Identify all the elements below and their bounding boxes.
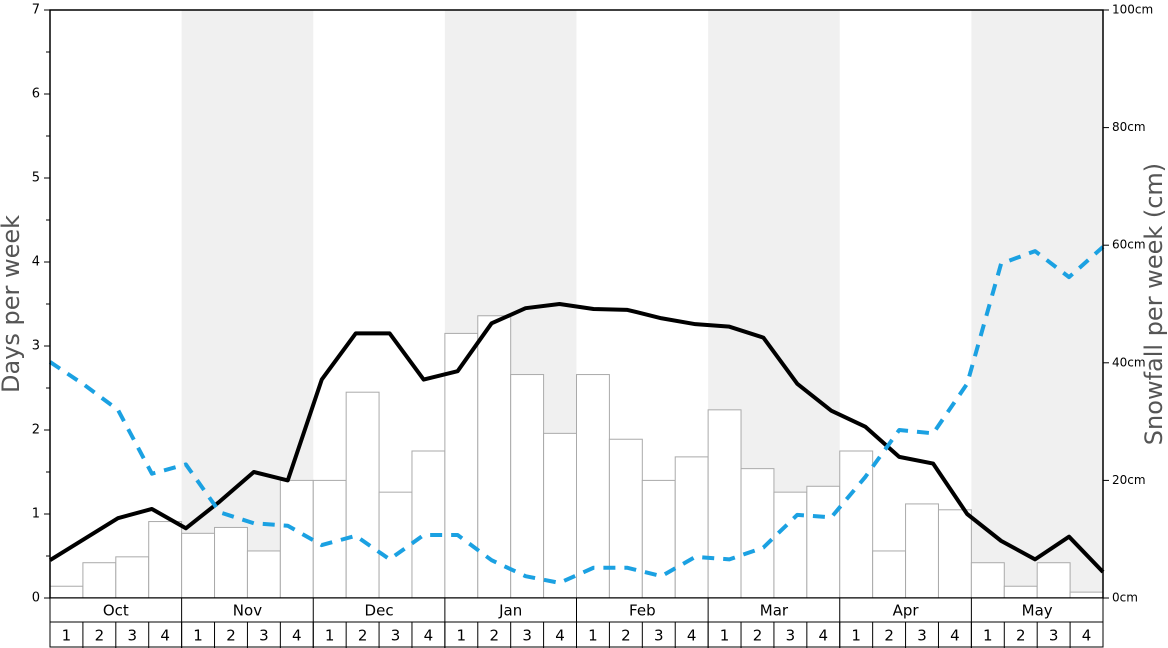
x-tick-label: 1 bbox=[588, 627, 598, 645]
y2-tick-label: 100cm bbox=[1112, 3, 1153, 17]
bar bbox=[378, 491, 413, 599]
y2-tick-label: 60cm bbox=[1112, 238, 1146, 252]
x-tick-label: 2 bbox=[358, 627, 368, 645]
line-series bbox=[48, 245, 1105, 585]
bar bbox=[411, 450, 446, 599]
x-tick-label: 3 bbox=[127, 627, 137, 645]
month-label: Mar bbox=[760, 602, 789, 620]
x-tick-label: 1 bbox=[983, 627, 993, 645]
x-tick-label: 2 bbox=[621, 627, 631, 645]
bar bbox=[970, 562, 1005, 599]
month-shade bbox=[971, 10, 1103, 598]
month-label: Oct bbox=[103, 602, 129, 620]
bar bbox=[181, 532, 216, 599]
x-tick-label: 4 bbox=[819, 627, 829, 645]
month-label: Dec bbox=[365, 602, 394, 620]
y-tick-label: 5 bbox=[32, 171, 40, 186]
x-tick-label: 4 bbox=[687, 627, 697, 645]
bar bbox=[674, 456, 709, 599]
bar bbox=[246, 550, 281, 599]
bar bbox=[641, 479, 676, 599]
y2-tick-label: 80cm bbox=[1112, 120, 1146, 134]
month-label: Jan bbox=[498, 602, 522, 620]
bar bbox=[773, 491, 808, 599]
bar bbox=[872, 550, 907, 599]
x-tick-label: 3 bbox=[391, 627, 401, 645]
x-tick-label: 3 bbox=[654, 627, 664, 645]
x-tick-label: 1 bbox=[720, 627, 730, 645]
bar bbox=[214, 526, 248, 599]
bar bbox=[543, 432, 577, 599]
bar bbox=[839, 450, 874, 599]
y-tick-label: 7 bbox=[32, 3, 40, 18]
bar bbox=[49, 585, 84, 599]
bar bbox=[345, 391, 380, 599]
bar bbox=[148, 521, 183, 599]
x-tick-label: 3 bbox=[786, 627, 796, 645]
y-axis-title: Days per week bbox=[0, 215, 25, 393]
bar bbox=[82, 562, 117, 599]
x-tick-label: 1 bbox=[62, 627, 72, 645]
bar bbox=[510, 374, 545, 599]
y-tick-label: 4 bbox=[32, 255, 40, 270]
y-tick-label: 3 bbox=[32, 339, 40, 354]
x-tick-label: 1 bbox=[193, 627, 203, 645]
bar bbox=[905, 503, 939, 599]
bar bbox=[576, 374, 610, 599]
y-tick-label: 0 bbox=[32, 591, 40, 606]
y2-tick-label: 0cm bbox=[1112, 591, 1138, 605]
bar bbox=[937, 509, 972, 599]
x-tick-label: 3 bbox=[1049, 627, 1059, 645]
month-label: Apr bbox=[893, 602, 920, 620]
y-tick-label: 6 bbox=[32, 87, 40, 102]
x-tick-label: 1 bbox=[851, 627, 861, 645]
x-tick-label: 2 bbox=[95, 627, 105, 645]
bar bbox=[115, 556, 150, 599]
x-tick-label: 4 bbox=[424, 627, 434, 645]
x-tick-label: 1 bbox=[457, 627, 467, 645]
x-tick-label: 1 bbox=[325, 627, 335, 645]
x-tick-label: 2 bbox=[753, 627, 763, 645]
x-tick-label: 2 bbox=[884, 627, 894, 645]
bar bbox=[1069, 591, 1104, 599]
bar bbox=[1036, 562, 1071, 599]
bar bbox=[477, 315, 512, 599]
x-tick-label: 2 bbox=[226, 627, 236, 645]
month-label: Nov bbox=[233, 602, 262, 620]
y2-axis-title: Snowfall per week (cm) bbox=[1140, 163, 1168, 445]
line-series bbox=[48, 302, 1105, 574]
bar bbox=[707, 409, 742, 599]
x-tick-label: 3 bbox=[522, 627, 532, 645]
y2-tick-label: 20cm bbox=[1112, 473, 1146, 487]
x-tick-label: 2 bbox=[489, 627, 499, 645]
x-tick-label: 3 bbox=[917, 627, 927, 645]
x-tick-label: 3 bbox=[259, 627, 269, 645]
y-tick-label: 2 bbox=[32, 423, 40, 438]
x-tick-label: 4 bbox=[160, 627, 170, 645]
bar bbox=[740, 468, 775, 599]
y-tick-label: 1 bbox=[32, 507, 40, 522]
x-tick-label: 4 bbox=[292, 627, 302, 645]
month-label: Feb bbox=[629, 602, 656, 620]
bar bbox=[806, 485, 841, 599]
bar bbox=[608, 438, 643, 599]
x-tick-label: 4 bbox=[950, 627, 960, 645]
x-tick-label: 2 bbox=[1016, 627, 1026, 645]
month-label: May bbox=[1022, 602, 1053, 620]
x-tick-label: 4 bbox=[555, 627, 565, 645]
y2-tick-label: 40cm bbox=[1112, 355, 1146, 369]
x-tick-label: 4 bbox=[1082, 627, 1092, 645]
bar bbox=[1003, 585, 1038, 599]
